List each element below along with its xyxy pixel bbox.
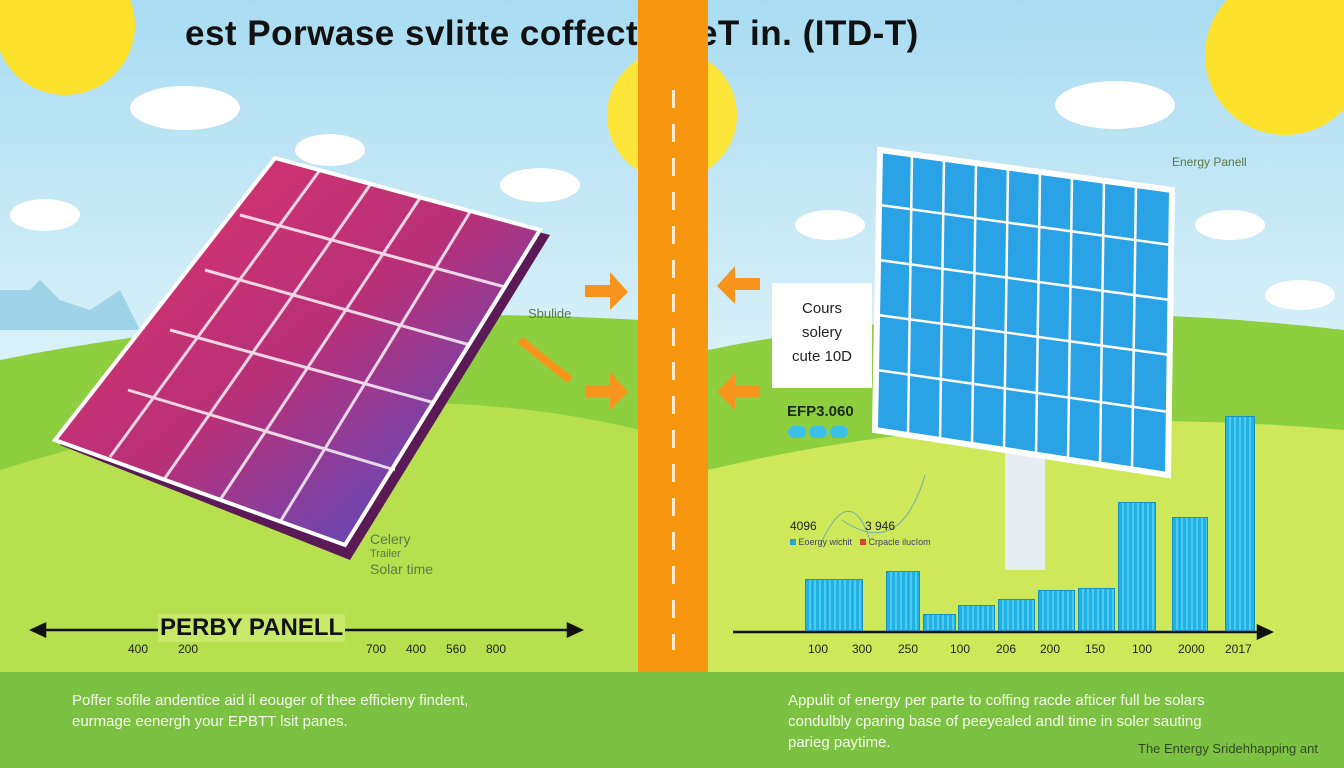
side-label: Sbulide xyxy=(528,306,572,321)
page-title: est Porwase svlitte coffect PBeT in. (IT… xyxy=(185,14,919,53)
callout-line: solery xyxy=(801,324,842,341)
tick-label: 150 xyxy=(1085,642,1106,656)
left-panel-label: PERBY PANELL xyxy=(158,614,346,642)
bar xyxy=(958,605,995,631)
legend: Eoergy wichit Crpacle ilucIom xyxy=(790,537,931,547)
left-axis-ticks: 400 200 700 400 560 800 xyxy=(128,642,506,656)
right-caption: Appulit of energy per parte to coffing r… xyxy=(788,690,1205,753)
tick-label: 300 xyxy=(852,642,873,656)
bar-chart xyxy=(0,412,1344,631)
note-line: Trailer xyxy=(370,548,401,560)
caption-line: Poffer sofile andentice aid il eouger of… xyxy=(72,692,469,709)
tick-label: 200 xyxy=(178,642,199,656)
tick-label: 250 xyxy=(898,642,919,656)
caption-line: parieg paytime. xyxy=(788,734,891,751)
tick-label: 100 xyxy=(1132,642,1153,656)
tick-label: 100 xyxy=(808,642,829,656)
divider-dashes xyxy=(672,90,675,650)
metric-value: EFP3.060 xyxy=(787,403,854,420)
tick-label: 100 xyxy=(950,642,971,656)
bar xyxy=(886,570,920,631)
caption-line: Appulit of energy per parte to coffing r… xyxy=(788,692,1205,709)
solar-panel-left xyxy=(51,155,550,560)
caption-line: eurmage eenergh your EPBTT lsit panes. xyxy=(72,713,348,730)
tick-label: 2017 xyxy=(1225,642,1252,656)
bar xyxy=(1118,502,1156,631)
callout-box: Cours solery cute 10D xyxy=(772,283,872,388)
right-axis xyxy=(733,624,1274,640)
sun-icon xyxy=(0,0,135,95)
sun-icon xyxy=(1205,0,1344,135)
left-caption: Poffer sofile andentice aid il eouger of… xyxy=(72,690,468,732)
bar xyxy=(805,579,863,631)
tick-label: 400 xyxy=(406,642,427,656)
tick-label: 560 xyxy=(446,642,467,656)
bar xyxy=(923,613,956,631)
caption-line: condulbly cparing base of peeyealed andl… xyxy=(788,713,1202,730)
bar xyxy=(1172,517,1208,631)
credit-text: The Entergy Sridehhapping ant xyxy=(1138,741,1318,756)
tick-label: 800 xyxy=(486,642,507,656)
metric-dots xyxy=(788,426,848,438)
tick-label: 700 xyxy=(366,642,387,656)
tick-label: 200 xyxy=(1040,642,1061,656)
note-line: Solar time xyxy=(370,561,434,577)
callout-line: cute 10D xyxy=(791,348,853,365)
callout-line: Cours xyxy=(801,300,842,317)
right-axis-ticks: 100 300 250 100 206 200 150 100 2000 2017 xyxy=(0,642,1344,658)
right-panel-label: Energy Panell xyxy=(1172,155,1247,169)
value-label: 3 946 xyxy=(865,519,896,533)
tick-label: 400 xyxy=(128,642,149,656)
solar-panel-right xyxy=(871,146,1176,570)
bar xyxy=(998,598,1035,631)
bar xyxy=(1038,590,1075,631)
legend-item: Crpacle ilucIom xyxy=(860,537,931,547)
value-label: 4096 xyxy=(790,519,817,533)
arrow-icons xyxy=(517,266,760,410)
tick-label: 206 xyxy=(996,642,1017,656)
bar xyxy=(1078,588,1115,631)
tick-label: 2000 xyxy=(1178,642,1205,656)
caption-band xyxy=(0,672,1344,768)
note-line: Celery xyxy=(370,531,411,547)
left-note: Celery Trailer Solar time xyxy=(370,532,433,577)
legend-item: Eoergy wichit xyxy=(790,537,852,547)
bar xyxy=(1225,416,1255,631)
